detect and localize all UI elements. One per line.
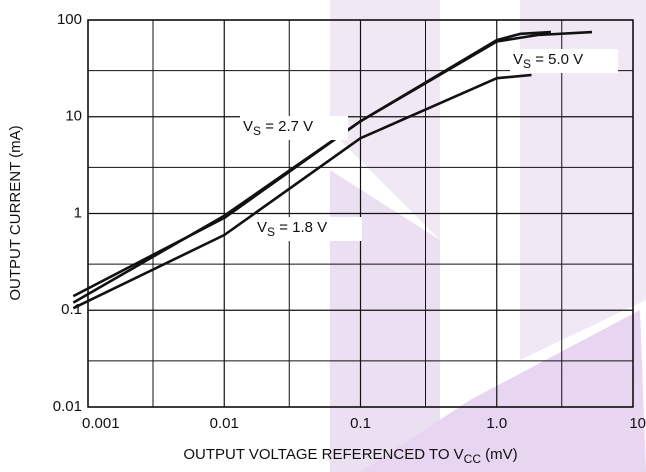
y-tick-label: 100 [57,11,82,28]
y-tick-label: 10 [65,108,82,125]
series-label-text: = 1.8 V [275,219,327,236]
x-tick-label: 0.1 [350,415,371,432]
y-tick-label: 1 [74,204,82,221]
y-axis-title: OUTPUT CURRENT (mA) [7,125,24,300]
series-label-text: = 5.0 V [531,51,583,68]
plot-frame [87,19,634,408]
x-tick-label: 1.0 [486,415,507,432]
series-label: VS = 1.8 V [257,219,327,239]
series-label-sub: S [523,57,531,71]
series-label: VS = 2.7 V [243,118,313,138]
x-axis-title-text: (mV) [481,446,518,463]
watermark [330,0,646,472]
label-bg [510,49,618,73]
label-bg [240,116,348,140]
x-axis-title-base: OUTPUT VOLTAGE REFERENCED TO V [183,446,463,463]
series-line [72,73,532,310]
x-tick-label: 0.01 [210,415,239,432]
series-label-base: V [257,219,267,236]
x-axis-title-sub: CC [464,452,482,466]
series-label-text: = 2.7 V [261,118,313,135]
y-tick-label: 0.1 [61,301,82,318]
series-label-base: V [243,118,253,135]
series-label-sub: S [267,225,275,239]
series-label-sub: S [253,124,261,138]
x-tick-label: 10 [629,415,646,432]
x-axis-title: OUTPUT VOLTAGE REFERENCED TO VCC (mV) [183,446,517,466]
y-tick-label: 0.01 [53,398,82,415]
label-bg [254,217,362,241]
x-tick-label: 0.001 [82,415,120,432]
series-label-base: V [513,51,523,68]
series-label: VS = 5.0 V [513,51,583,71]
series-line [72,30,552,304]
